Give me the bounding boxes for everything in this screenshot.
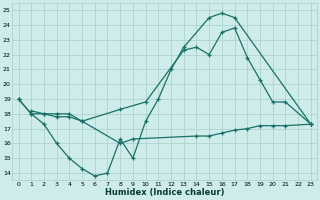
X-axis label: Humidex (Indice chaleur): Humidex (Indice chaleur) — [105, 188, 224, 197]
